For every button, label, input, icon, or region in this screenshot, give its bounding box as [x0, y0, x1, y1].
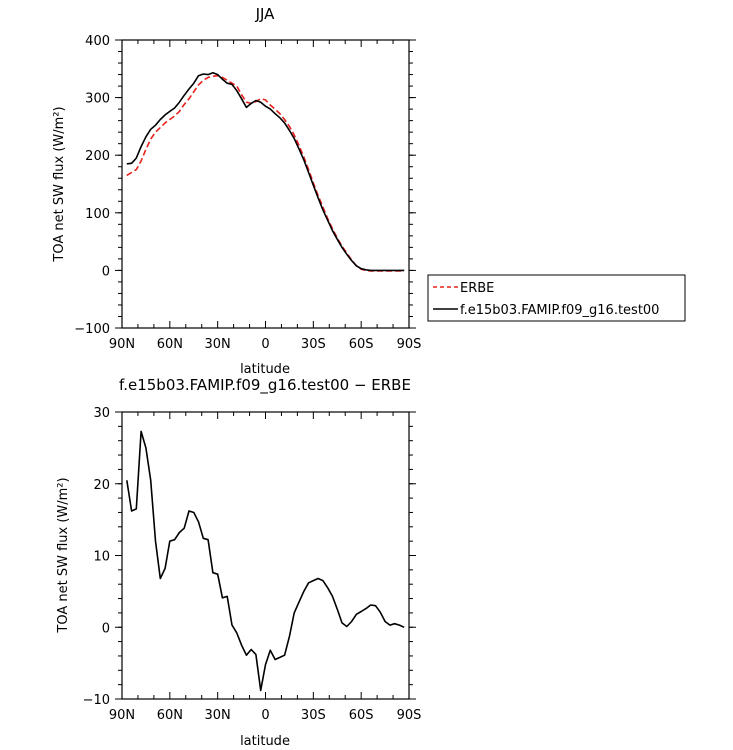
y-tick-labels: −100 0 100 200 300 400 — [74, 34, 110, 337]
x-tick-labels: 90N 60N 30N 0 30S 60S 90S — [109, 337, 422, 352]
x-tick-label: 90N — [109, 337, 135, 352]
axis-ticks — [115, 39, 416, 329]
plot-frame — [121, 411, 410, 700]
x-tick-label: 90S — [397, 708, 422, 723]
chart-top-panel: JJA 90N 60N 30N 0 30S 60S 90S −100 0 100 200 300 40… — [52, 5, 421, 377]
chart-title: f.e15b03.FAMIP.f09_g16.test00 − ERBE — [119, 376, 411, 395]
y-tick-label: −100 — [74, 322, 110, 337]
x-axis-label: latitude — [240, 734, 290, 749]
y-tick-label: 400 — [85, 34, 110, 49]
y-tick-label: 20 — [93, 478, 110, 493]
y-axis-label: TOA net SW flux (W/m²) — [56, 477, 71, 633]
legend-label-model: f.e15b03.FAMIP.f09_g16.test00 — [460, 303, 659, 318]
chart-legend: ERBE f.e15b03.FAMIP.f09_g16.test00 — [427, 274, 686, 322]
x-tick-label: 0 — [261, 708, 269, 723]
legend-label-erbe: ERBE — [460, 281, 494, 296]
series-line-0 — [126, 74, 405, 272]
y-tick-label: 0 — [102, 621, 110, 636]
x-tick-label: 30S — [301, 708, 326, 723]
series-lines — [126, 72, 405, 272]
y-tick-label: 30 — [93, 406, 110, 421]
plot-frame — [121, 39, 410, 329]
chart-bottom-panel: f.e15b03.FAMIP.f09_g16.test00 − ERBE 90N… — [56, 376, 421, 749]
x-tick-label: 30S — [301, 337, 326, 352]
x-tick-labels: 90N 60N 30N 0 30S 60S 90S — [109, 708, 422, 723]
y-tick-label: −10 — [83, 693, 110, 708]
x-tick-label: 60S — [349, 708, 374, 723]
x-axis-label: latitude — [240, 362, 290, 377]
series-lines — [126, 430, 405, 692]
y-tick-label: 300 — [85, 92, 110, 107]
x-tick-label: 30N — [205, 708, 231, 723]
x-tick-label: 90N — [109, 708, 135, 723]
x-tick-label: 60S — [349, 337, 374, 352]
y-tick-label: 10 — [93, 550, 110, 565]
x-tick-label: 60N — [157, 337, 183, 352]
legend-box — [427, 274, 686, 322]
y-axis-label: TOA net SW flux (W/m²) — [52, 106, 67, 262]
y-tick-label: 100 — [85, 207, 110, 222]
axis-ticks — [115, 411, 416, 700]
chart-title: JJA — [255, 5, 276, 23]
x-tick-label: 90S — [397, 337, 422, 352]
y-tick-labels: −10 0 10 20 30 — [83, 406, 110, 708]
series-line-0 — [126, 430, 405, 692]
series-line-1 — [126, 72, 405, 272]
x-tick-label: 0 — [261, 337, 269, 352]
y-tick-label: 200 — [85, 149, 110, 164]
x-tick-label: 60N — [157, 708, 183, 723]
y-tick-label: 0 — [102, 264, 110, 279]
x-tick-label: 30N — [205, 337, 231, 352]
